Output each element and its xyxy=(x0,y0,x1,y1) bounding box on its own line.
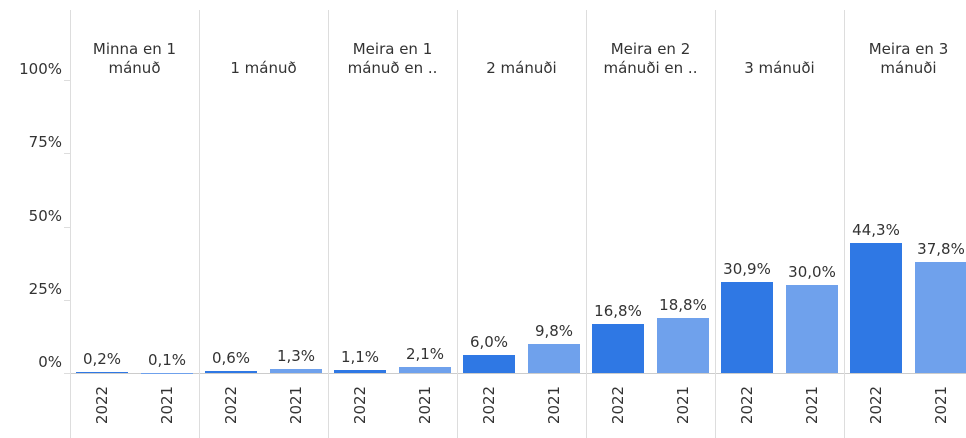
category-header: 3 mánuði xyxy=(744,59,815,77)
x-tick-label: 2021 xyxy=(416,385,434,425)
y-tick-label: 100% xyxy=(19,60,62,78)
tick-mark xyxy=(64,226,70,228)
data-label: 18,8% xyxy=(659,295,707,314)
data-label: 1,3% xyxy=(276,347,316,366)
data-label: 9,8% xyxy=(534,322,574,341)
x-tick-label: 2021 xyxy=(803,385,821,425)
data-label: 30,9% xyxy=(723,260,771,279)
bar xyxy=(850,243,902,373)
panel-divider xyxy=(199,10,200,438)
panel-divider xyxy=(715,10,716,438)
data-label: 16,8% xyxy=(594,301,642,320)
panel-divider xyxy=(844,10,845,438)
x-tick-label: 2022 xyxy=(93,385,111,425)
panel-divider xyxy=(457,10,458,438)
bar xyxy=(141,372,193,374)
x-tick-label: 2021 xyxy=(158,385,176,425)
y-tick-label: 25% xyxy=(28,279,62,298)
category-header: Minna en 1 mánuð xyxy=(92,40,177,77)
panel-divider xyxy=(586,10,587,438)
panel-divider xyxy=(328,10,329,438)
category-header: Meira en 1 mánuð en .. xyxy=(347,40,438,77)
x-tick-label: 2022 xyxy=(738,385,756,425)
bar xyxy=(592,323,644,373)
bar xyxy=(334,369,386,373)
data-label: 0,1% xyxy=(147,350,187,369)
bar xyxy=(399,366,451,373)
bar xyxy=(463,355,515,373)
bar xyxy=(915,262,966,373)
y-tick-label: 0% xyxy=(38,353,62,371)
data-label: 37,8% xyxy=(917,240,965,259)
tick-mark xyxy=(64,299,70,301)
data-label: 44,3% xyxy=(852,221,900,240)
data-label: 0,6% xyxy=(211,349,251,368)
tick-mark xyxy=(64,153,70,155)
data-label: 30,0% xyxy=(788,263,836,282)
x-tick-label: 2022 xyxy=(609,385,627,425)
data-label: 2,1% xyxy=(405,344,445,363)
bar xyxy=(657,317,709,373)
category-header: 1 mánuð xyxy=(230,59,297,77)
x-tick-label: 2021 xyxy=(674,385,692,425)
bar xyxy=(528,344,580,373)
bar xyxy=(205,371,257,373)
tick-mark xyxy=(64,80,70,81)
category-header: 2 mánuði xyxy=(486,59,557,77)
x-tick-label: 2022 xyxy=(351,385,369,425)
bar xyxy=(721,282,773,373)
category-header: Meira en 2 mánuði en .. xyxy=(603,40,698,77)
data-label: 0,2% xyxy=(82,350,122,369)
bar xyxy=(76,372,128,374)
x-tick-label: 2021 xyxy=(932,385,950,425)
data-label: 6,0% xyxy=(469,333,509,352)
bar xyxy=(786,285,838,373)
y-axis-line xyxy=(70,10,71,438)
x-tick-label: 2021 xyxy=(545,385,563,425)
bar xyxy=(270,369,322,373)
data-label: 1,1% xyxy=(340,347,380,366)
category-header: Meira en 3 mánuði xyxy=(868,40,949,77)
x-axis-line xyxy=(70,373,966,374)
tick-mark xyxy=(64,373,70,374)
x-tick-label: 2022 xyxy=(867,385,885,425)
x-tick-label: 2022 xyxy=(480,385,498,425)
y-tick-label: 50% xyxy=(28,206,62,225)
y-tick-label: 75% xyxy=(28,133,62,152)
x-tick-label: 2021 xyxy=(287,385,305,425)
x-tick-label: 2022 xyxy=(222,385,240,425)
